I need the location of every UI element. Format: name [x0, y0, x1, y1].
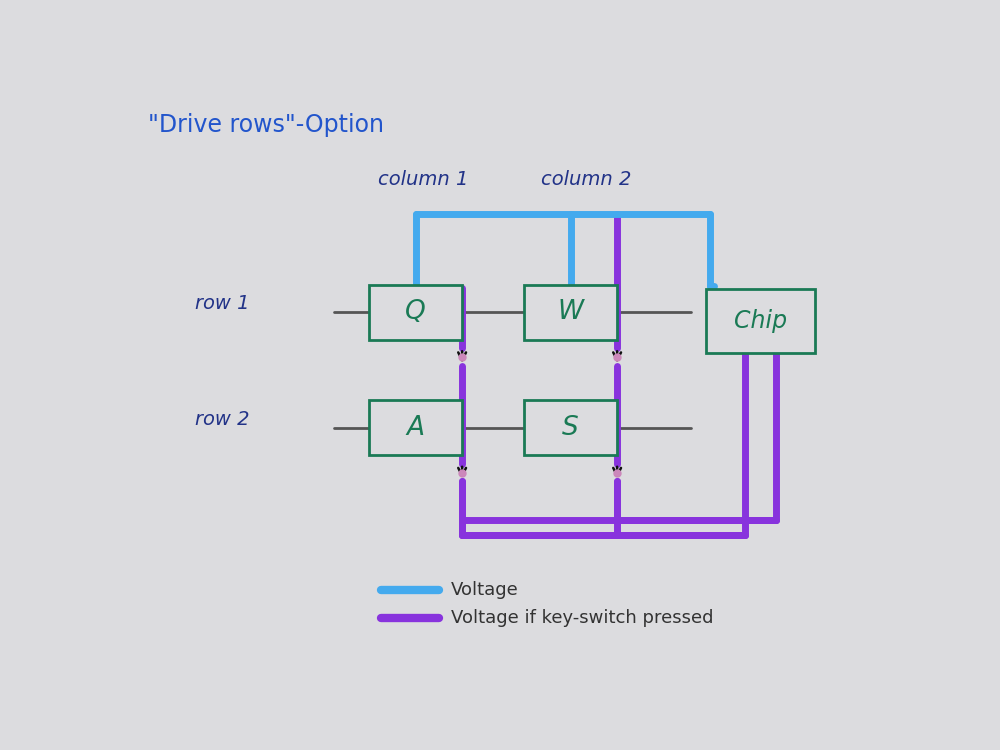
Text: column 1: column 1 — [378, 170, 469, 189]
FancyBboxPatch shape — [369, 400, 462, 455]
Text: row 1: row 1 — [195, 295, 249, 314]
Text: Voltage if key-switch pressed: Voltage if key-switch pressed — [451, 610, 713, 628]
FancyBboxPatch shape — [524, 400, 617, 455]
Text: Voltage: Voltage — [451, 580, 518, 598]
FancyBboxPatch shape — [706, 290, 815, 352]
Text: S: S — [562, 415, 579, 441]
Text: Q: Q — [405, 299, 426, 326]
FancyBboxPatch shape — [524, 285, 617, 340]
Text: W: W — [558, 299, 584, 326]
Text: A: A — [407, 415, 425, 441]
Text: column 2: column 2 — [541, 170, 631, 189]
Text: "Drive rows"-Option: "Drive rows"-Option — [148, 113, 384, 137]
FancyBboxPatch shape — [369, 285, 462, 340]
Text: Chip: Chip — [734, 309, 787, 333]
Text: row 2: row 2 — [195, 410, 249, 429]
